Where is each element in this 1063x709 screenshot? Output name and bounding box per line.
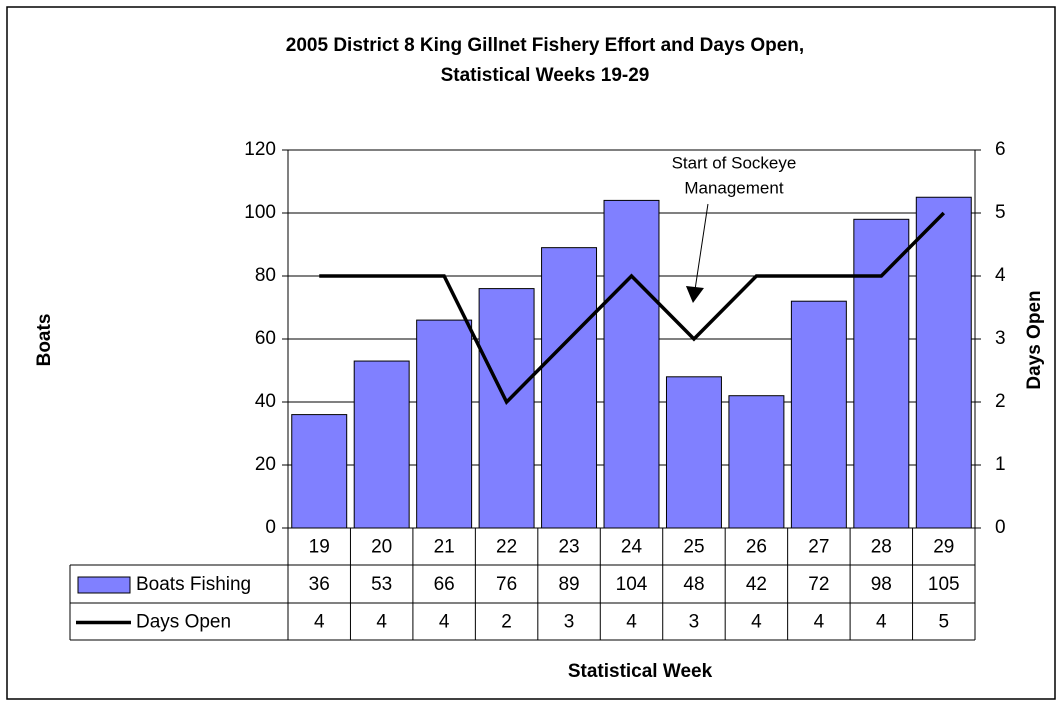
x-tick-label: 26 [746, 537, 767, 558]
x-tick-label: 25 [683, 537, 704, 558]
x-tick-label: 28 [871, 537, 892, 558]
y-tick-label: 20 [255, 454, 276, 475]
bar [915, 196, 972, 529]
annotation: Management [684, 178, 784, 197]
bar [603, 199, 660, 529]
table-value: 89 [558, 574, 579, 595]
y-tick-label: 80 [255, 265, 276, 286]
table-value: 4 [751, 612, 762, 633]
bar [790, 300, 847, 529]
bar [853, 218, 910, 529]
y2-tick-label: 4 [995, 265, 1006, 286]
y-tick-label: 120 [244, 139, 276, 160]
table-value: 66 [434, 574, 455, 595]
table-value: 4 [376, 612, 387, 633]
table-value: 4 [314, 612, 325, 633]
y2-tick-label: 5 [995, 202, 1006, 223]
table-value: 4 [876, 612, 887, 633]
table-value: 5 [938, 612, 949, 633]
annotation-arrow [694, 203, 709, 291]
y-tick-label: 60 [255, 328, 276, 349]
x-tick-label: 21 [434, 537, 455, 558]
annotation-arrowhead [685, 286, 704, 303]
chart-title: Statistical Weeks 19-29 [441, 65, 650, 86]
table-value: 72 [808, 574, 829, 595]
y2-tick-label: 3 [995, 328, 1006, 349]
x-tick-label: 23 [558, 537, 579, 558]
table-value: 76 [496, 574, 517, 595]
annotation: Start of Sockeye [672, 153, 797, 172]
legend-label: Days Open [136, 612, 231, 633]
y2-tick-label: 2 [995, 391, 1006, 412]
legend-label: Boats Fishing [136, 574, 251, 595]
bar [665, 376, 722, 529]
chart-title: 2005 District 8 King Gillnet Fishery Eff… [286, 35, 804, 56]
x-tick-label: 22 [496, 537, 517, 558]
y-tick-label: 0 [265, 517, 276, 538]
legend-swatch [77, 576, 131, 594]
table-value: 104 [616, 574, 648, 595]
x-axis-label: Statistical Week [568, 661, 713, 682]
bar [728, 395, 785, 529]
table-value: 3 [689, 612, 700, 633]
bar [353, 360, 410, 529]
line [319, 211, 946, 405]
y-tick-label: 40 [255, 391, 276, 412]
y2-tick-label: 0 [995, 517, 1006, 538]
y2-axis-label: Days Open [1024, 290, 1045, 389]
table-value: 2 [501, 612, 512, 633]
y2-tick-label: 1 [995, 454, 1006, 475]
bar [291, 414, 348, 529]
y-tick-label: 100 [244, 202, 276, 223]
table-value: 4 [814, 612, 825, 633]
table-value: 4 [439, 612, 450, 633]
x-tick-label: 29 [933, 537, 954, 558]
table-value: 48 [683, 574, 704, 595]
x-tick-label: 27 [808, 537, 829, 558]
x-tick-label: 20 [371, 537, 392, 558]
y-axis-label: Boats [34, 314, 55, 367]
table-value: 53 [371, 574, 392, 595]
table-value: 105 [928, 574, 960, 595]
y2-tick-label: 6 [995, 139, 1006, 160]
x-tick-label: 24 [621, 537, 643, 558]
bar [416, 319, 473, 529]
bar [478, 288, 535, 529]
x-tick-label: 19 [309, 537, 330, 558]
table-value: 36 [309, 574, 330, 595]
table-value: 4 [626, 612, 637, 633]
table-value: 3 [564, 612, 575, 633]
bar [541, 247, 598, 529]
table-value: 98 [871, 574, 892, 595]
table-value: 42 [746, 574, 767, 595]
